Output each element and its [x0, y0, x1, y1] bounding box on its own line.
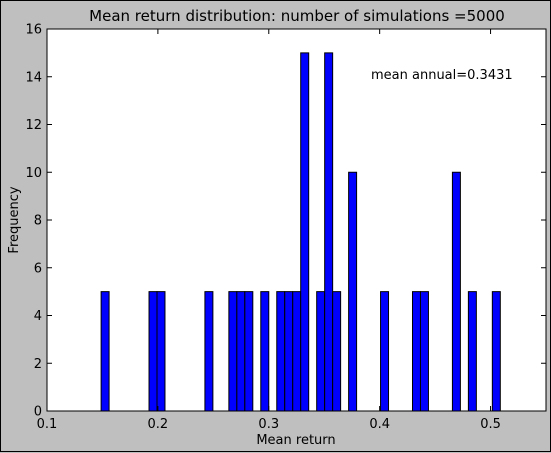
x-tick-label: 0.2	[148, 417, 169, 432]
histogram-bar-1	[148, 291, 158, 412]
histogram-bar-8	[276, 291, 286, 412]
histogram-bar-12	[316, 291, 326, 412]
y-tick-label: 12	[25, 118, 42, 133]
histogram-bar-18	[419, 291, 429, 412]
histogram-bar-7	[260, 291, 270, 412]
histogram-bar-9	[284, 291, 294, 412]
x-tick-label: 0.4	[369, 417, 390, 432]
histogram-bar-0	[100, 291, 110, 412]
x-tick-label: 0.5	[480, 417, 501, 432]
histogram-bar-6	[244, 291, 254, 412]
x-tick-label: 0.3	[258, 417, 279, 432]
histogram-bar-20	[467, 291, 477, 412]
x-tick-label: 0.1	[37, 417, 58, 432]
y-tick-label: 4	[34, 309, 42, 324]
histogram-bar-5	[236, 291, 246, 412]
histogram-bar-17	[411, 291, 421, 412]
histogram-bar-15	[348, 171, 358, 412]
histogram-bar-4	[228, 291, 238, 412]
y-tick-label: 10	[25, 166, 42, 181]
mean-annual-annotation: mean annual=0.3431	[371, 68, 513, 83]
histogram-bar-3	[204, 291, 214, 412]
y-tick-label: 2	[34, 357, 42, 372]
histogram-bar-11	[300, 52, 310, 412]
histogram-bar-16	[380, 291, 390, 412]
histogram-bar-2	[156, 291, 166, 412]
chart-title: Mean return distribution: number of simu…	[89, 7, 505, 25]
histogram-bar-13	[324, 52, 334, 412]
y-tick-label: 0	[34, 405, 42, 420]
histogram-bar-10	[292, 291, 302, 412]
y-tick-label: 16	[25, 23, 42, 38]
histogram-bar-21	[491, 291, 501, 412]
y-tick-label: 8	[34, 214, 42, 229]
histogram-bar-19	[451, 171, 461, 412]
ticks-group: 0.1 0.2 0.3 0.4 0.5 0 2 4 6 8 10 12 14 16	[25, 23, 546, 432]
histogram-bar-14	[332, 291, 342, 412]
y-axis-label: Frequency	[7, 186, 22, 253]
x-axis-label: Mean return	[256, 433, 335, 448]
plot-frame	[46, 28, 547, 412]
y-tick-label: 14	[25, 70, 42, 85]
y-tick-label: 6	[34, 261, 42, 276]
